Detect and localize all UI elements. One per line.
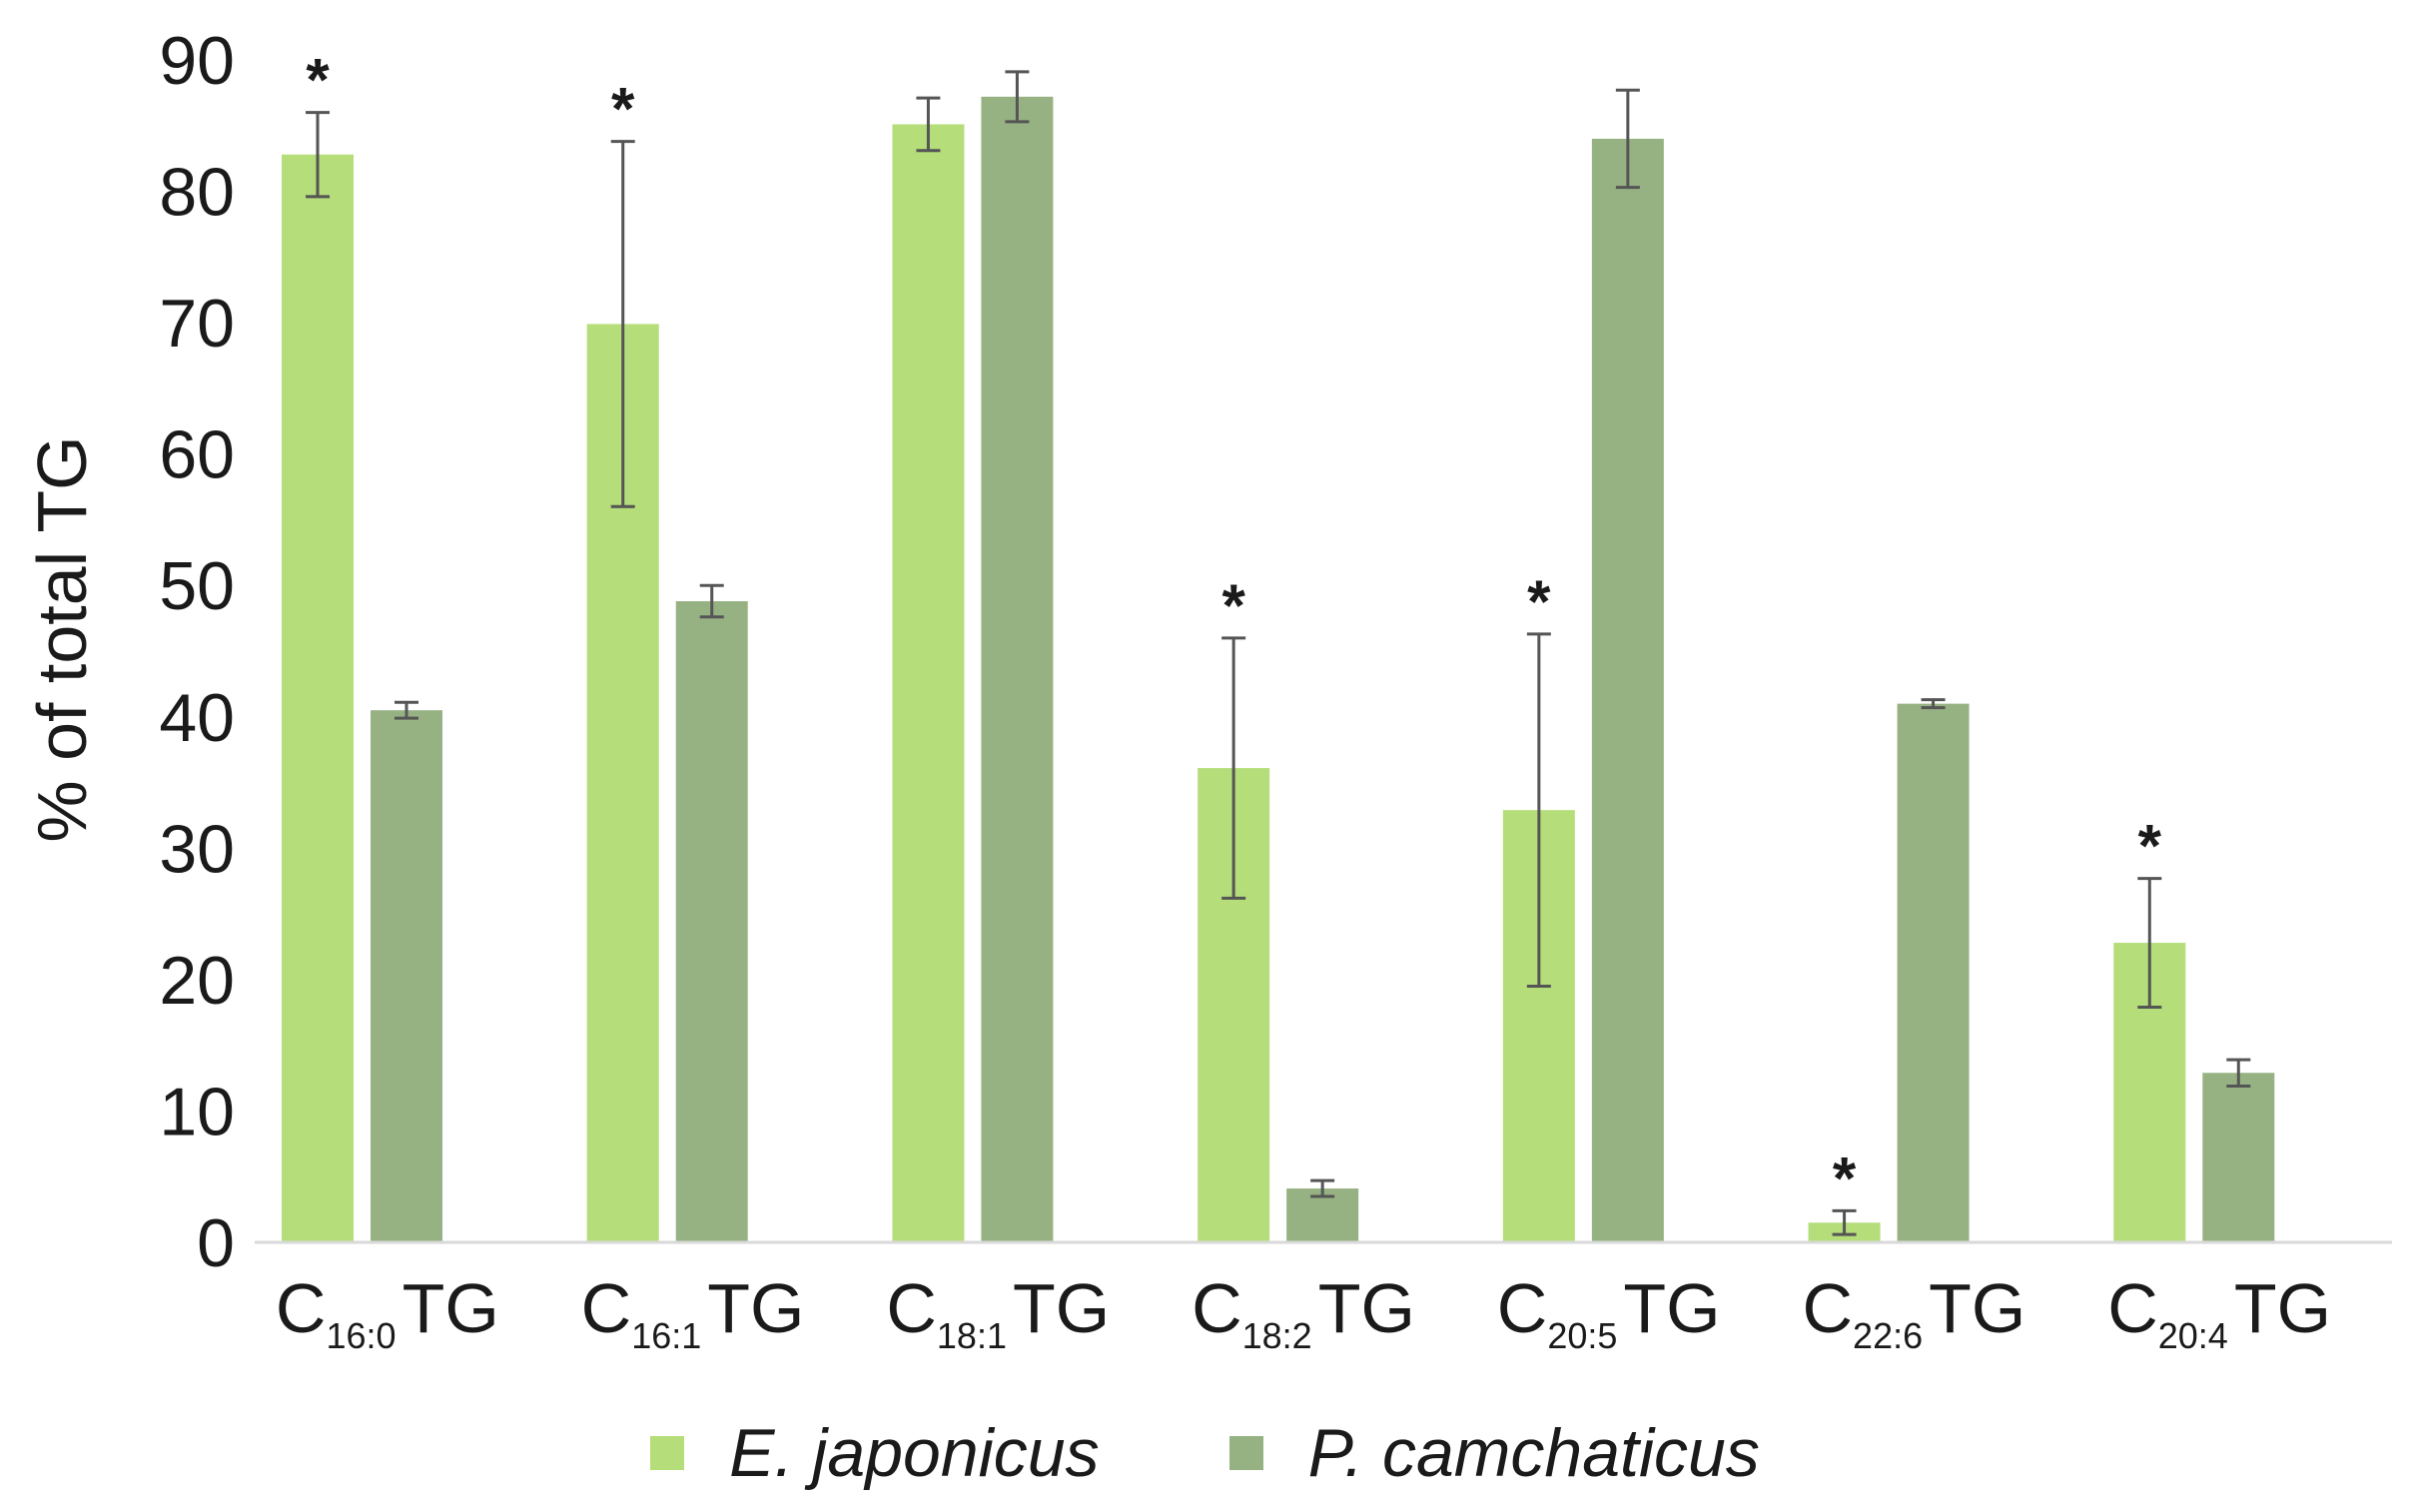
x-tick-label: C16:0TG	[276, 1269, 499, 1356]
y-axis-ticks: 0 10 20 30 40 50 60 70 80 90	[159, 23, 235, 1281]
significance-star: *	[1527, 568, 1551, 635]
error-bar	[306, 111, 330, 199]
error-bar	[699, 583, 724, 619]
x-tick-label: C22:6TG	[1802, 1269, 2025, 1356]
bars	[282, 96, 2275, 1243]
error-bar	[1526, 632, 1551, 988]
y-tick-label: 40	[159, 680, 235, 756]
legend-label-p-camchaticus: P. camchaticus	[1307, 1415, 1760, 1491]
error-bar	[2226, 1058, 2251, 1088]
x-tick-label: C20:5TG	[1497, 1269, 1721, 1356]
bar-p-camchaticus	[675, 601, 748, 1242]
legend-item-p-camchaticus: P. camchaticus	[1228, 1414, 1760, 1492]
y-tick-label: 10	[159, 1074, 235, 1149]
significance-star: *	[2138, 813, 2162, 880]
y-tick-label: 0	[197, 1205, 235, 1281]
legend-item-e-japonicus: E. japonicus	[650, 1414, 1100, 1492]
error-bar	[1005, 70, 1030, 124]
y-tick-label: 20	[159, 943, 235, 1019]
significance-star: *	[611, 76, 635, 143]
y-tick-label: 60	[159, 417, 235, 493]
bar-e-japonicus	[892, 124, 965, 1243]
x-tick-label: C18:2TG	[1192, 1269, 1415, 1356]
significance-markers: * * * * * *	[306, 47, 2161, 1212]
significance-star: *	[1221, 572, 1245, 639]
error-bar	[2137, 877, 2162, 1010]
legend-swatch-e-japonicus	[650, 1436, 685, 1470]
y-tick-label: 50	[159, 548, 235, 624]
error-bar	[395, 700, 418, 720]
y-tick-label: 30	[159, 811, 235, 887]
significance-star: *	[306, 47, 330, 114]
error-bar	[1921, 698, 1946, 710]
error-bar	[1615, 88, 1640, 190]
bar-e-japonicus	[282, 154, 354, 1243]
error-bar	[916, 96, 941, 153]
bar-p-camchaticus	[1897, 703, 1970, 1242]
bar-p-camchaticus	[1591, 138, 1664, 1242]
bar-p-camchaticus	[981, 96, 1054, 1242]
error-bars	[306, 70, 2251, 1236]
x-tick-label: C16:1TG	[581, 1269, 805, 1356]
x-tick-label: C20:4TG	[2107, 1269, 2331, 1356]
bar-p-camchaticus	[2202, 1073, 2275, 1242]
y-axis-label: % of total TG	[23, 435, 101, 842]
y-tick-label: 80	[159, 155, 235, 231]
error-bar	[1221, 636, 1246, 900]
x-axis-labels: C16:0TG C16:1TG C18:1TG C18:2TG C20:5TG C22:6…	[276, 1269, 2331, 1356]
significance-star: *	[1833, 1144, 1857, 1211]
error-bar	[610, 140, 635, 508]
error-bar	[1832, 1208, 1857, 1236]
error-bar	[1310, 1178, 1335, 1198]
legend-label-e-japonicus: E. japonicus	[729, 1415, 1100, 1491]
legend-swatch-p-camchaticus	[1228, 1436, 1263, 1470]
y-tick-label: 70	[159, 286, 235, 362]
y-tick-label: 90	[159, 23, 235, 99]
x-tick-label: C18:1TG	[886, 1269, 1110, 1356]
bar-p-camchaticus	[371, 710, 442, 1242]
legend: E. japonicus P. camchaticus	[0, 1408, 2410, 1498]
